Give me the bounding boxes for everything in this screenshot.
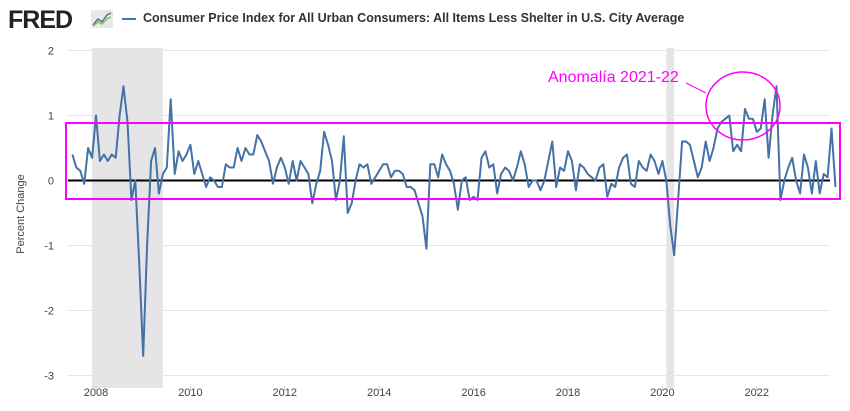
x-tick-label: 2022: [745, 387, 769, 399]
y-axis-label: Percent Change: [15, 174, 27, 254]
y-tick-label: -2: [44, 306, 54, 318]
x-tick-label: 2008: [84, 387, 108, 399]
recession-shade: [92, 48, 163, 388]
x-tick-label: 2020: [650, 387, 674, 399]
series-line: [71, 85, 837, 357]
x-tick-label: 2010: [178, 387, 202, 399]
annotation-pointer: [685, 82, 707, 94]
annotation-label: Anomalía 2021-22: [548, 69, 679, 86]
annotation-ellipse: [705, 71, 781, 141]
y-tick-label: -1: [44, 241, 54, 253]
x-tick-label: 2014: [367, 387, 391, 399]
fred-logo[interactable]: FRED: [8, 6, 73, 34]
chart-logo-icon: [91, 10, 113, 28]
x-tick-label: 2016: [461, 387, 485, 399]
annotation-band: [65, 122, 841, 200]
x-tick-label: 2018: [556, 387, 580, 399]
y-tick-label: -3: [44, 371, 54, 383]
legend-swatch: [122, 18, 136, 20]
y-tick-label: 2: [48, 46, 54, 58]
y-tick-label: 0: [48, 176, 54, 188]
chart-title[interactable]: Consumer Price Index for All Urban Consu…: [143, 11, 685, 25]
x-tick-label: 2012: [273, 387, 297, 399]
y-tick-label: 1: [48, 111, 54, 123]
